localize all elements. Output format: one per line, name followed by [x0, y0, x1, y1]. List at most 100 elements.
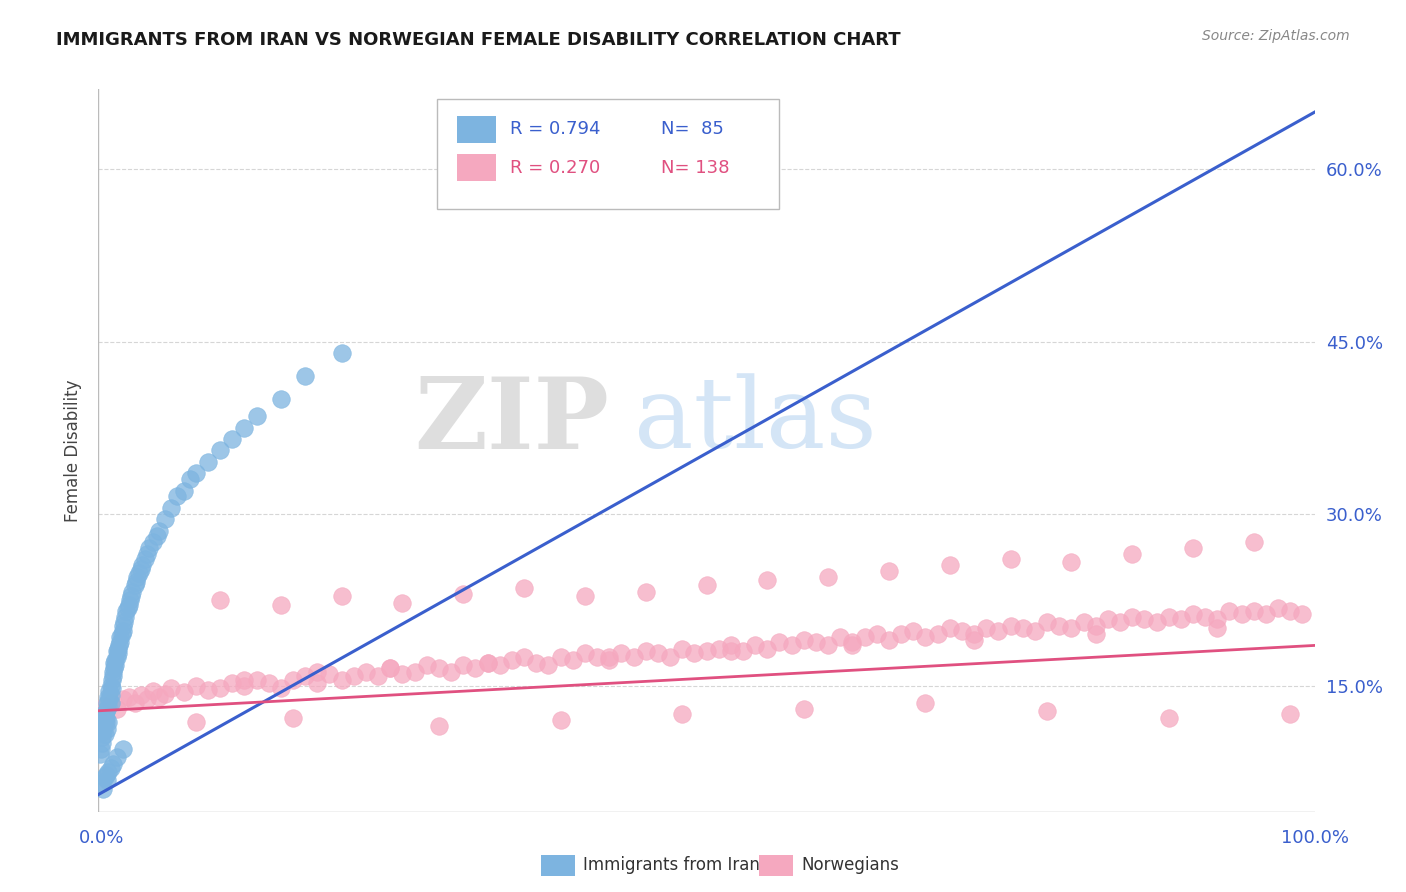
Point	[136, 692, 159, 706]
Point	[112, 615, 135, 630]
Point	[550, 649, 572, 664]
Point	[1097, 612, 1119, 626]
Point	[877, 564, 900, 578]
Text: N= 138: N= 138	[661, 159, 730, 177]
Point	[804, 635, 827, 649]
Point	[294, 669, 316, 683]
Point	[1218, 604, 1240, 618]
Point	[367, 669, 389, 683]
Point	[574, 647, 596, 661]
Point	[671, 641, 693, 656]
Point	[294, 368, 316, 383]
Point	[696, 577, 718, 591]
Point	[1011, 621, 1033, 635]
Point	[110, 631, 132, 645]
Point	[100, 761, 122, 775]
Point	[104, 653, 127, 667]
Point	[134, 552, 156, 566]
Text: ZIP: ZIP	[415, 373, 609, 470]
Point	[96, 722, 118, 736]
Point	[111, 619, 134, 633]
Point	[1194, 609, 1216, 624]
Point	[853, 631, 876, 645]
Y-axis label: Female Disability: Female Disability	[63, 379, 82, 522]
Point	[307, 676, 329, 690]
Point	[380, 661, 402, 675]
Point	[841, 635, 863, 649]
Point	[1036, 704, 1059, 718]
Point	[97, 690, 120, 704]
Point	[103, 661, 125, 675]
Point	[1000, 619, 1022, 633]
Point	[464, 661, 486, 675]
Point	[440, 665, 463, 679]
Point	[129, 688, 152, 702]
Point	[1182, 541, 1205, 555]
Point	[233, 679, 256, 693]
Point	[817, 639, 839, 653]
Point	[330, 346, 353, 360]
Point	[524, 656, 547, 670]
Point	[1243, 535, 1265, 549]
Text: 100.0%: 100.0%	[1281, 829, 1348, 847]
Point	[197, 683, 219, 698]
Text: R = 0.794: R = 0.794	[510, 120, 600, 138]
Point	[96, 701, 118, 715]
Point	[963, 627, 986, 641]
Point	[1206, 621, 1229, 635]
Point	[120, 589, 142, 603]
Point	[101, 681, 124, 695]
Point	[179, 472, 201, 486]
Point	[118, 599, 141, 613]
Point	[101, 756, 124, 771]
Point	[830, 631, 852, 645]
Point	[124, 577, 146, 591]
Point	[121, 584, 143, 599]
Point	[94, 704, 117, 718]
Point	[91, 776, 114, 790]
Point	[100, 696, 122, 710]
Point	[939, 558, 962, 573]
Text: Immigrants from Iran: Immigrants from Iran	[583, 856, 761, 874]
Point	[974, 621, 997, 635]
Point	[98, 692, 121, 706]
Point	[1157, 711, 1180, 725]
Text: atlas: atlas	[634, 374, 876, 469]
Point	[987, 624, 1010, 638]
Point	[671, 707, 693, 722]
Point	[100, 679, 122, 693]
Point	[707, 641, 730, 656]
Point	[1230, 607, 1253, 622]
Point	[1109, 615, 1132, 630]
Point	[513, 581, 536, 595]
Point	[160, 681, 183, 695]
Point	[1047, 619, 1070, 633]
Point	[501, 653, 523, 667]
Point	[94, 711, 117, 725]
Point	[93, 770, 115, 784]
Point	[354, 665, 377, 679]
Point	[136, 547, 159, 561]
Point	[148, 524, 170, 538]
Point	[111, 692, 134, 706]
Point	[574, 589, 596, 603]
Point	[209, 681, 232, 695]
Point	[131, 558, 153, 573]
Point	[1121, 547, 1143, 561]
Point	[817, 569, 839, 583]
Point	[96, 696, 118, 710]
Point	[118, 592, 141, 607]
Point	[950, 624, 973, 638]
Point	[103, 656, 125, 670]
Point	[1036, 615, 1059, 630]
Point	[142, 535, 165, 549]
Point	[477, 656, 499, 670]
Point	[453, 587, 475, 601]
Point	[146, 529, 169, 543]
Point	[768, 635, 790, 649]
Point	[110, 627, 132, 641]
Point	[100, 688, 122, 702]
Point	[91, 736, 114, 750]
Point	[270, 392, 292, 406]
Point	[380, 661, 402, 675]
